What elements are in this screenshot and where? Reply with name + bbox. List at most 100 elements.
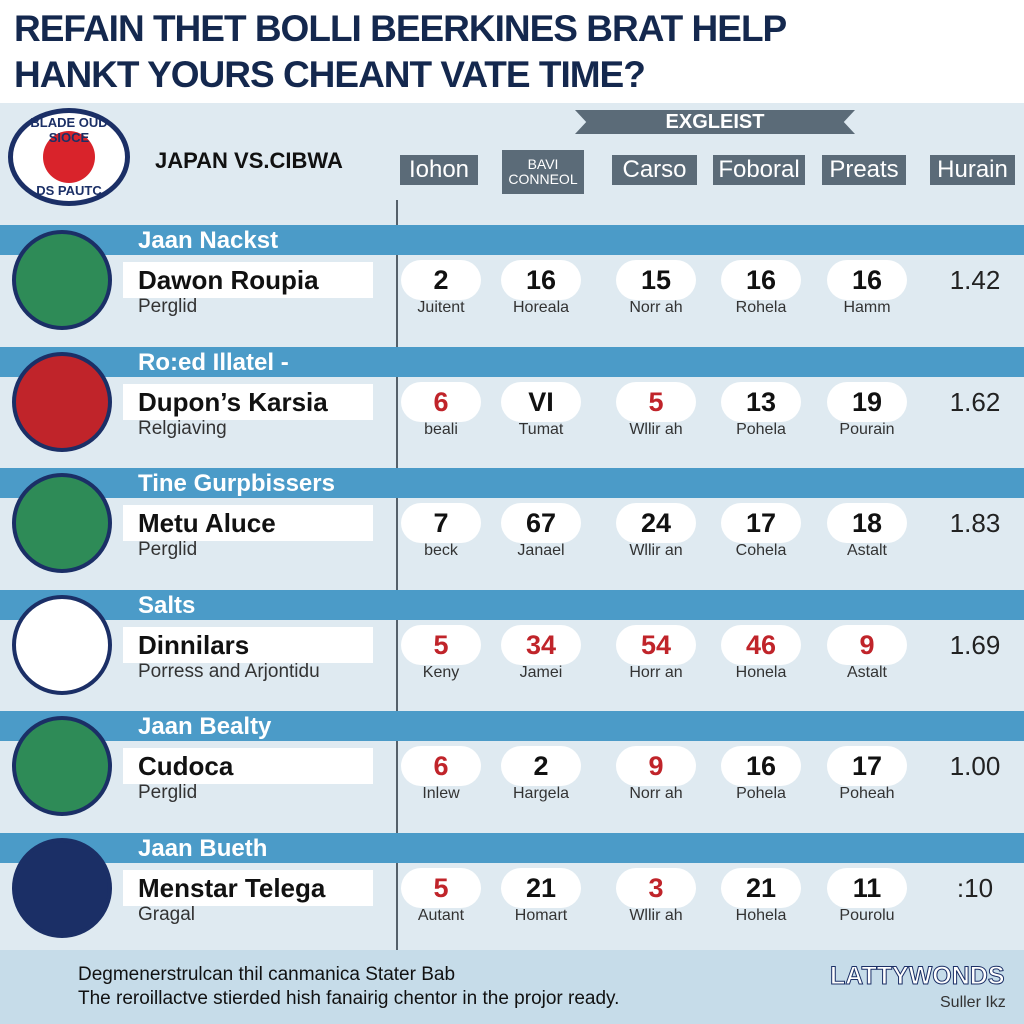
badge-text: DS PAUTC <box>36 183 102 198</box>
value-oval <box>827 624 907 665</box>
value-oval <box>616 746 696 787</box>
value-oval <box>616 624 696 665</box>
value-oval <box>401 624 481 665</box>
value-oval <box>501 260 581 300</box>
team-name: Menstar Telega <box>138 873 326 903</box>
row-total: 1.83 <box>949 508 1001 539</box>
value-oval <box>827 868 907 908</box>
value-oval <box>616 381 696 422</box>
cell-label: Norr ah <box>629 299 683 316</box>
cell-value: 54 <box>640 629 672 660</box>
cell-label: Wllir an <box>629 542 683 560</box>
value-oval <box>616 868 696 908</box>
banner: EXGLEIST <box>575 110 855 134</box>
cell-label: Horeala <box>512 299 570 316</box>
cell-value: 16 <box>745 265 777 295</box>
team-sub: Relgiaving <box>138 417 227 439</box>
cell-label: Pohela <box>736 420 786 438</box>
cell-label: Tumat <box>518 420 564 438</box>
cell-label: Pourolu <box>839 907 895 924</box>
badge-text: BLADE OUD SIOCE <box>30 115 108 145</box>
footer <box>0 950 1024 1024</box>
row-total: 1.62 <box>949 386 1001 417</box>
cell-value: 5 <box>433 629 449 660</box>
value-oval <box>827 503 907 544</box>
cell-value: 2 <box>433 265 449 295</box>
matchup: JAPAN VS.CIBWA <box>155 148 343 173</box>
cell-label: Hamm <box>843 299 891 316</box>
cell-value: 15 <box>640 265 672 295</box>
value-oval <box>501 746 581 787</box>
cell-value: 9 <box>648 751 664 782</box>
title-line: REFAIN THET BOLLI BEERKINES BRAT HELP <box>14 8 787 49</box>
value-oval <box>721 868 801 908</box>
section-strip <box>0 589 1024 620</box>
section-strip <box>0 346 1024 377</box>
row-total: :10 <box>956 873 994 903</box>
cell-label: Norr ah <box>629 785 683 803</box>
value-oval <box>501 381 581 422</box>
value-oval <box>827 746 907 787</box>
section-label: Jaan Bealty <box>138 713 272 741</box>
value-oval <box>827 260 907 300</box>
cell-label: Hohela <box>735 907 787 924</box>
team-name: Dawon Roupia <box>138 265 319 295</box>
value-oval <box>616 260 696 300</box>
value-oval <box>501 624 581 665</box>
cell-label: Keny <box>422 663 460 681</box>
cell-label: Pourain <box>839 420 895 438</box>
cell-label: Pohela <box>736 785 786 803</box>
team-badge <box>12 351 112 452</box>
cell-value: 6 <box>433 751 449 782</box>
column-header: Foboral <box>713 155 805 185</box>
brand-sub: Suller Ikz <box>940 994 1006 1011</box>
cell-label: Homart <box>514 907 568 924</box>
cell-label: Janael <box>517 542 565 560</box>
cell-label: Autant <box>417 907 465 924</box>
cell-label: Wllir ah <box>629 420 683 438</box>
cell-value: 5 <box>648 386 664 417</box>
cell-label: Cohela <box>735 542 787 560</box>
cell-label: Honela <box>735 663 787 681</box>
team-name: Dupon’s Karsia <box>138 386 328 417</box>
cell-value: 16 <box>745 751 777 782</box>
section-strip <box>0 225 1024 255</box>
name-box <box>123 626 373 663</box>
cell-value: 34 <box>525 629 557 660</box>
cell-label: beck <box>424 542 458 560</box>
team-name: Cudoca <box>138 751 234 782</box>
cell-value: 46 <box>745 629 777 660</box>
row-total: 1.42 <box>949 265 1001 295</box>
row-total: 1.00 <box>949 751 1001 782</box>
team-sub: Perglid <box>138 539 198 561</box>
team-sub: Porress and Arjontidu <box>138 660 320 682</box>
footer-text: Degmenerstrulcan thil canmanica Stater B… <box>78 964 456 985</box>
cell-label: beali <box>424 420 458 438</box>
team-sub: Perglid <box>138 782 198 804</box>
cell-value: 17 <box>851 751 883 782</box>
cell-value: 7 <box>433 508 449 539</box>
team-badge <box>12 838 112 938</box>
team-badge <box>12 473 112 574</box>
value-oval <box>401 503 481 544</box>
cell-label: Poheah <box>839 785 895 803</box>
name-box <box>123 870 373 906</box>
team-badge <box>12 594 112 695</box>
value-oval <box>721 624 801 665</box>
value-oval <box>401 868 481 908</box>
section-label: Tine Gurpbissers <box>138 470 335 498</box>
section-strip <box>0 711 1024 742</box>
section-label: Jaan Bueth <box>138 835 268 862</box>
cell-value: 13 <box>745 386 777 417</box>
section-strip <box>0 833 1024 863</box>
cell-label: Wllir ah <box>629 907 683 924</box>
cell-value: 18 <box>851 508 883 539</box>
value-oval <box>721 746 801 787</box>
cell-value: VI <box>528 386 554 417</box>
cell-value: 3 <box>648 873 664 903</box>
cell-label: Horr an <box>629 663 683 681</box>
value-oval <box>721 260 801 300</box>
team-badge <box>12 230 112 330</box>
section-strip <box>0 468 1024 499</box>
